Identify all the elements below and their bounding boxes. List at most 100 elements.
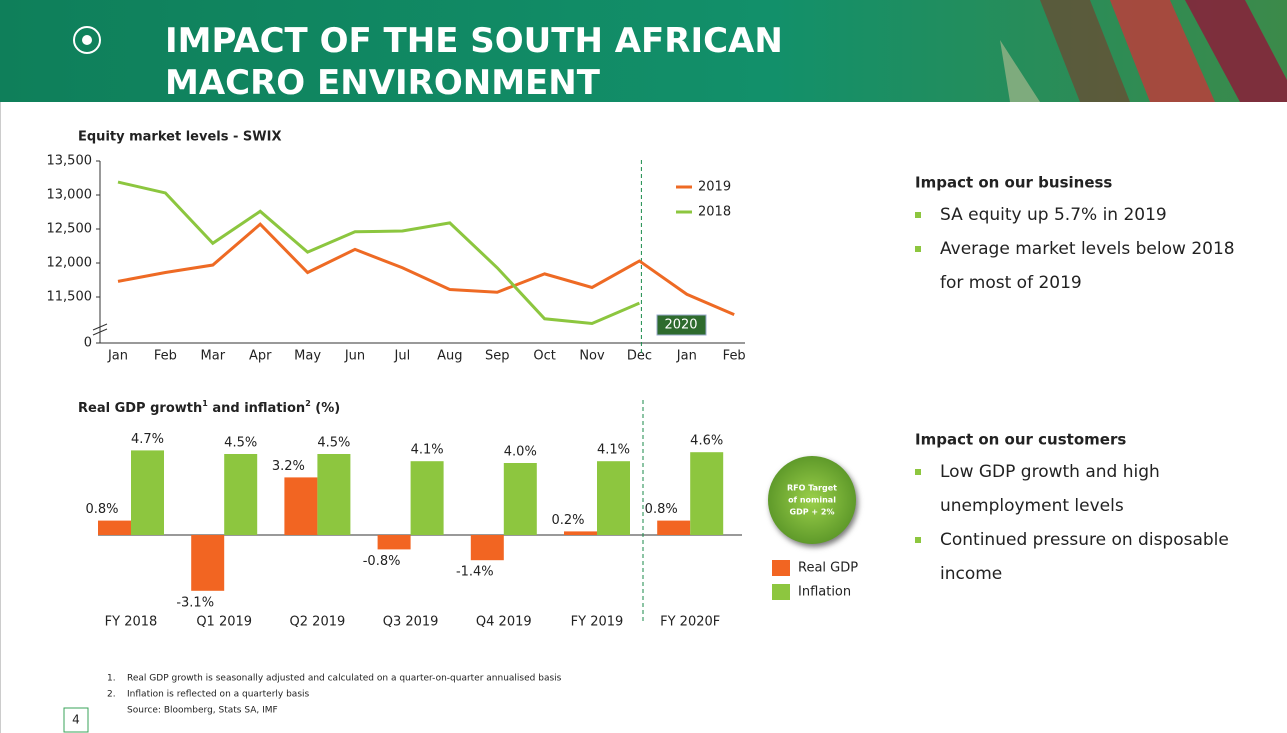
value-label: 4.7% bbox=[131, 432, 164, 447]
bullet-text: income bbox=[940, 564, 1002, 584]
footnote: 1. Real GDP growth is seasonally adjuste… bbox=[107, 674, 562, 684]
y-tick-label: 12,500 bbox=[47, 222, 93, 237]
value-label: 3.2% bbox=[272, 459, 305, 474]
bar bbox=[410, 461, 444, 535]
x-tick-label: Nov bbox=[579, 349, 605, 364]
bullet-text: for most of 2019 bbox=[940, 273, 1082, 293]
x-tick-label: Sep bbox=[485, 349, 510, 364]
x-tick-label: Feb bbox=[723, 349, 746, 364]
annotation-box bbox=[656, 314, 707, 336]
bullet-text: unemployment levels bbox=[940, 496, 1124, 516]
bar bbox=[224, 454, 258, 535]
value-label: 4.5% bbox=[224, 436, 257, 451]
bullet bbox=[915, 537, 921, 543]
page-number: 4 bbox=[72, 713, 80, 727]
value-label: 0.8% bbox=[85, 502, 118, 517]
bullet-text: Average market levels below 2018 bbox=[940, 239, 1235, 259]
x-tick-label: Dec bbox=[627, 349, 652, 364]
bar bbox=[98, 520, 131, 535]
value-label: -3.1% bbox=[176, 595, 214, 610]
legend-swatch bbox=[772, 560, 790, 576]
x-tick-label: May bbox=[294, 349, 321, 364]
bar bbox=[503, 463, 537, 535]
slide-title: IMPACT OF THE SOUTH AFRICAN bbox=[165, 21, 783, 61]
bullet-text: Continued pressure on disposable bbox=[940, 530, 1229, 550]
footnote: Source: Bloomberg, Stats SA, IMF bbox=[107, 706, 278, 716]
bullet bbox=[915, 212, 921, 218]
logo bbox=[73, 26, 101, 54]
bullet bbox=[915, 469, 921, 475]
chart-title: Equity market levels - SWIX bbox=[78, 130, 281, 145]
x-tick-label: Q1 2019 bbox=[196, 615, 252, 630]
x-tick-label: FY 2019 bbox=[571, 615, 624, 630]
legend-label: Real GDP bbox=[798, 561, 858, 576]
value-label: 4.1% bbox=[411, 443, 444, 458]
x-tick-label: Q4 2019 bbox=[476, 615, 532, 630]
footnote: 2. Inflation is reflected on a quarterly… bbox=[107, 690, 310, 700]
slide-title: MACRO ENVIRONMENT bbox=[165, 63, 601, 103]
panel-title: Impact on our business bbox=[915, 174, 1112, 192]
header-stripes bbox=[1000, 0, 1287, 102]
bar bbox=[657, 520, 691, 535]
bar bbox=[690, 452, 724, 535]
line-series bbox=[117, 222, 735, 317]
y-tick-label: 13,500 bbox=[47, 154, 93, 169]
value-label: 0.2% bbox=[551, 513, 584, 528]
chart-title-part: 2 bbox=[305, 399, 311, 408]
x-tick-label: Q2 2019 bbox=[290, 615, 346, 630]
annotation: RFO Target bbox=[787, 484, 837, 493]
x-tick-label: Oct bbox=[533, 349, 555, 364]
x-tick-label: Jan bbox=[676, 349, 697, 364]
y-tick-label: 0 bbox=[84, 336, 92, 351]
page-number-box bbox=[63, 707, 89, 733]
legend-label: 2019 bbox=[698, 180, 731, 195]
chart-title-part: and inflation bbox=[208, 401, 305, 416]
annotation-circle bbox=[768, 456, 856, 544]
bar bbox=[564, 531, 597, 535]
chart-title-part: Real GDP growth bbox=[78, 401, 202, 416]
bar bbox=[131, 450, 164, 535]
annotation: GDP + 2% bbox=[790, 508, 835, 517]
chart-title-part: 1 bbox=[202, 399, 208, 408]
x-tick-label: Q3 2019 bbox=[383, 615, 439, 630]
x-tick-label: Apr bbox=[249, 349, 272, 364]
bullet bbox=[915, 246, 921, 252]
bar bbox=[191, 535, 225, 591]
value-label: -0.8% bbox=[363, 554, 401, 569]
x-tick-label: Aug bbox=[437, 349, 462, 364]
panel-title: Impact on our customers bbox=[915, 431, 1126, 449]
x-tick-label: Jan bbox=[107, 349, 128, 364]
legend-label: 2018 bbox=[698, 205, 731, 220]
value-label: 4.6% bbox=[690, 434, 723, 449]
x-tick-label: Feb bbox=[154, 349, 177, 364]
annotation: of nominal bbox=[788, 496, 836, 505]
y-tick-label: 11,500 bbox=[47, 290, 93, 305]
chart-title: Real GDP growth1 and inflation2 (%) bbox=[78, 399, 340, 416]
line-series bbox=[117, 180, 640, 326]
value-label: 4.0% bbox=[504, 445, 537, 460]
x-tick-label: Jul bbox=[394, 349, 411, 364]
legend-label: Inflation bbox=[798, 585, 851, 600]
axis-break bbox=[92, 323, 108, 336]
y-tick-label: 13,000 bbox=[47, 188, 93, 203]
value-label: -1.4% bbox=[456, 565, 494, 580]
bar bbox=[284, 477, 318, 535]
legend-swatch bbox=[772, 584, 790, 600]
y-tick-label: 12,000 bbox=[47, 256, 93, 271]
bar bbox=[377, 535, 411, 550]
bar bbox=[597, 461, 630, 535]
bar bbox=[470, 535, 504, 561]
value-label: 4.5% bbox=[317, 436, 350, 451]
bar bbox=[317, 454, 351, 535]
x-tick-label: FY 2018 bbox=[105, 615, 158, 630]
bullet-text: Low GDP growth and high bbox=[940, 462, 1160, 482]
value-label: 4.1% bbox=[597, 443, 630, 458]
chart-title-part: (%) bbox=[311, 401, 340, 416]
x-tick-label: Mar bbox=[201, 349, 226, 364]
x-tick-label: Jun bbox=[344, 349, 365, 364]
bullet-text: SA equity up 5.7% in 2019 bbox=[940, 205, 1167, 225]
value-label: 0.8% bbox=[645, 502, 678, 517]
x-tick-label: FY 2020F bbox=[660, 615, 720, 630]
annotation: 2020 bbox=[664, 318, 697, 333]
